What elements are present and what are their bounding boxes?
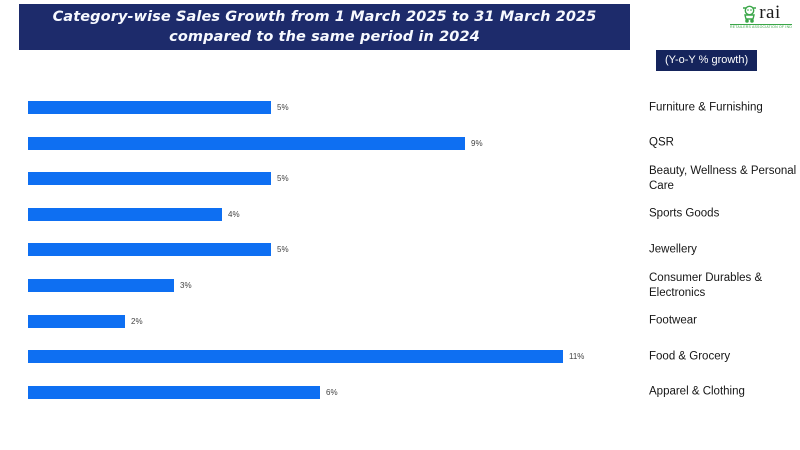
bar-value-label: 9% <box>471 138 483 148</box>
bar-value-label: 5% <box>277 245 289 255</box>
logo-tagline: Retailers Association of India <box>730 24 792 29</box>
category-label: Footwear <box>649 314 697 327</box>
page-title: Category-wise Sales Growth from 1 March … <box>52 9 597 45</box>
bar <box>28 350 563 364</box>
bar <box>28 207 222 221</box>
category-label: Jewellery <box>649 243 697 256</box>
bar <box>28 314 125 328</box>
bar-row: 2% Footwear <box>0 303 800 339</box>
bar <box>28 172 271 186</box>
bar <box>28 279 174 292</box>
bar-row: 5% Beauty, Wellness & Personal Care <box>0 161 800 197</box>
bar-track: 5% <box>28 172 289 186</box>
bar-track: 3% <box>28 279 192 292</box>
category-label: Furniture & Furnishing <box>649 101 763 113</box>
bar-row: 11% Food & Grocery <box>0 339 800 375</box>
shopping-cart-icon <box>743 5 757 23</box>
bar-row: 6% Apparel & Clothing <box>0 374 800 410</box>
yoy-growth-badge: (Y-o-Y % growth) <box>656 50 758 71</box>
bar-row: 3% Consumer Durables & Electronics <box>0 268 800 304</box>
bar-track: 5% <box>28 243 289 257</box>
rai-logo: rai Retailers Association of India <box>730 3 792 30</box>
bar-track: 4% <box>28 207 240 221</box>
bar-value-label: 6% <box>326 387 338 397</box>
bar <box>28 385 320 399</box>
category-label: Consumer Durables & Electronics <box>649 271 763 299</box>
bar <box>28 101 271 114</box>
bar-value-label: 3% <box>180 281 192 290</box>
bar-row: 4% Sports Goods <box>0 196 800 232</box>
category-label: Sports Goods <box>649 207 720 220</box>
bar-value-label: 2% <box>131 316 143 326</box>
bar-value-label: 4% <box>228 209 240 219</box>
bar-track: 6% <box>28 385 338 399</box>
category-label: QSR <box>649 136 674 149</box>
title-banner: Category-wise Sales Growth from 1 March … <box>19 4 630 50</box>
bar-track: 11% <box>28 350 585 364</box>
bar-row: 5% Furniture & Furnishing <box>0 90 800 126</box>
bar <box>28 136 465 150</box>
bar <box>28 243 271 257</box>
bar-track: 5% <box>28 101 289 114</box>
category-label: Food & Grocery <box>649 350 731 363</box>
bar-value-label: 5% <box>277 174 289 184</box>
bar-value-label: 11% <box>569 352 585 362</box>
bar-row: 9% QSR <box>0 125 800 161</box>
category-label: Apparel & Clothing <box>649 385 745 398</box>
bar-track: 2% <box>28 314 143 328</box>
bar-value-label: 5% <box>277 103 289 112</box>
bar-track: 9% <box>28 136 483 150</box>
bar-row: 5% Jewellery <box>0 232 800 268</box>
logo-wordmark: rai <box>759 2 781 23</box>
category-label: Beauty, Wellness & Personal Care <box>649 164 797 192</box>
